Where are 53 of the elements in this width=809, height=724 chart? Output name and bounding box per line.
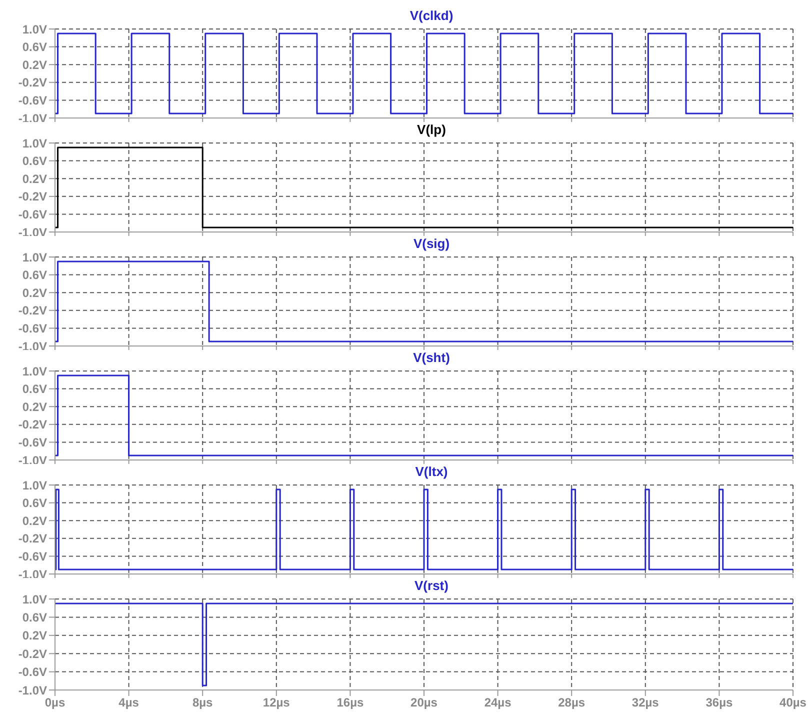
y-tick-label: 0.6V (22, 496, 47, 510)
y-tick-label: -0.2V (18, 418, 47, 432)
x-tick-label: 36µs (706, 696, 733, 710)
y-tick-label: -0.6V (18, 93, 47, 108)
y-tick-label: -0.2V (18, 190, 47, 204)
chart-title: V(rst) (414, 578, 448, 593)
y-tick-label: -0.2V (18, 532, 47, 546)
x-tick-label: 4µs (118, 696, 140, 710)
x-tick-label: 12µs (262, 696, 290, 710)
x-tick-label: 40µs (780, 696, 807, 710)
x-tick-label: 28µs (558, 696, 586, 710)
y-tick-label: 0.6V (22, 268, 47, 282)
y-tick-label: -0.6V (18, 207, 47, 222)
chart-title: V(clkd) (408, 8, 454, 23)
y-tick-label: 1.0V (22, 136, 47, 150)
y-tick-label: -1.0V (18, 111, 47, 126)
y-tick-label: 0.2V (22, 286, 47, 300)
y-tick-label: -0.2V (18, 646, 47, 661)
y-tick-label: 0.2V (22, 172, 47, 186)
x-tick-label: 16µs (336, 696, 364, 710)
y-tick-label: 0.6V (22, 610, 47, 624)
x-tick-label: 8µs (192, 696, 214, 710)
chart-title: V(ltx) (415, 464, 448, 479)
y-tick-label: -0.6V (18, 549, 47, 564)
chart-title: V(sig) (413, 236, 450, 251)
y-tick-label: 1.0V (22, 478, 47, 492)
y-tick-label: -0.6V (18, 665, 47, 680)
x-tick-label: 20µs (410, 696, 438, 710)
x-tick-label: 32µs (632, 696, 660, 710)
y-tick-label: 1.0V (22, 364, 47, 378)
y-tick-label: -0.6V (18, 435, 47, 450)
y-tick-label: -0.2V (18, 304, 47, 318)
y-tick-label: -1.0V (18, 453, 47, 468)
y-tick-label: -1.0V (18, 225, 47, 240)
y-tick-label: 1.0V (22, 250, 47, 264)
y-tick-label: 0.2V (22, 628, 47, 643)
y-tick-label: 1.0V (22, 22, 47, 36)
y-tick-label: -1.0V (18, 683, 47, 698)
y-tick-label: 0.2V (22, 400, 47, 414)
chart-title: V(sht) (413, 350, 450, 365)
y-tick-label: -0.2V (18, 76, 47, 90)
x-tick-label: 0µs (44, 696, 66, 710)
x-tick-label: 24µs (484, 696, 512, 710)
y-tick-label: -1.0V (18, 567, 47, 582)
y-tick-label: 1.0V (22, 592, 47, 606)
y-tick-label: -0.6V (18, 321, 47, 336)
y-tick-label: 0.2V (22, 58, 47, 72)
y-tick-label: 0.6V (22, 382, 47, 396)
y-tick-label: 0.6V (22, 40, 47, 54)
y-tick-label: 0.6V (22, 154, 47, 168)
y-tick-label: -1.0V (18, 339, 47, 354)
y-tick-label: 0.2V (22, 514, 47, 528)
chart-title: V(lp) (417, 122, 446, 137)
